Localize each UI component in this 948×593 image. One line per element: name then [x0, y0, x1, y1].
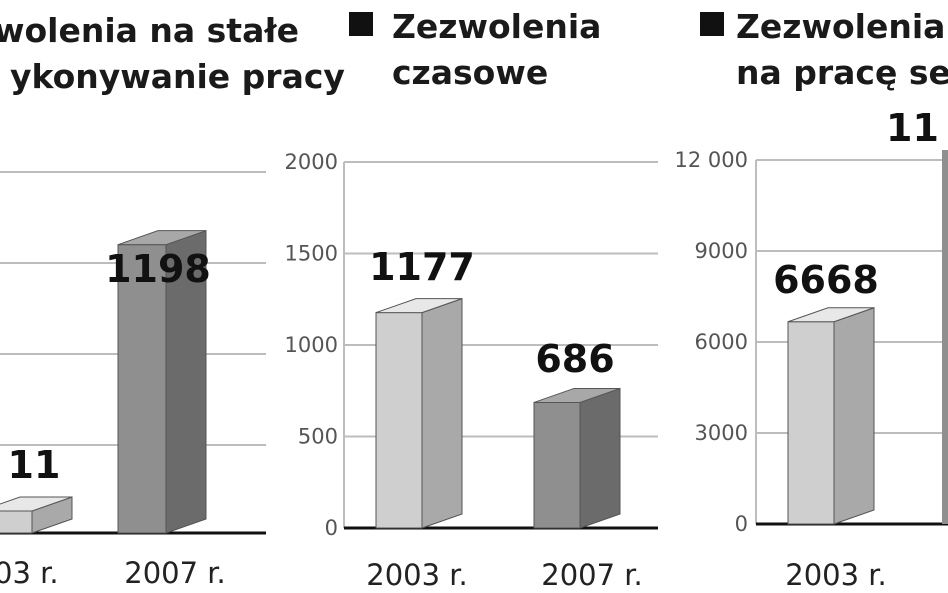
panel2-category-2007: 2007 r.	[541, 558, 643, 592]
bar-2003r-side	[421, 297, 463, 529]
panel2-y-tick-labels: 0 500 1000 1500 2000	[285, 150, 338, 540]
bar-2003r-top	[787, 307, 875, 323]
bar-2007r-front	[533, 401, 581, 529]
bar-2007r-side	[579, 387, 621, 529]
panel3-y-tick-labels: 0 3000 6000 9000 12 000	[675, 148, 748, 536]
panel3-title-line2: na pracę sez	[736, 53, 948, 92]
bar-2003r	[787, 307, 875, 525]
panel3-legend-marker	[700, 12, 724, 36]
panel3-value-label-2007-partial: 11	[886, 106, 939, 150]
panel3-value-label-2003: 6668	[773, 258, 879, 302]
panel1-category-2007: 2007 r.	[124, 556, 226, 590]
bar-2007r-top	[533, 387, 621, 403]
panel2-value-label-2003: 1177	[369, 245, 475, 289]
panel2-legend-marker	[349, 12, 373, 36]
panel-temporary-permits: Zezwolenia czasowe 0 500 1000 1500 2000 1177…	[285, 7, 658, 592]
bar-03r-front	[0, 510, 33, 534]
bar-2007r	[533, 387, 621, 529]
y-tick-label: 2000	[285, 150, 338, 174]
panel2-title-line2: czasowe	[392, 53, 548, 92]
y-tick-label: 9000	[695, 239, 748, 263]
y-tick-label: 3000	[695, 421, 748, 445]
y-tick-label: 0	[325, 516, 338, 540]
y-tick-label: 500	[298, 425, 338, 449]
bar-2003r-top	[375, 298, 463, 314]
y-tick-label: 12 000	[675, 148, 748, 172]
panel2-bars	[375, 297, 621, 529]
panel-permanent-permits: wolenia na stałe ykonywanie pracy 11 119…	[0, 11, 345, 590]
panel2-value-label-2007: 686	[535, 337, 614, 381]
panel3-category-2003: 2003 r.	[785, 558, 887, 592]
y-tick-label: 6000	[695, 330, 748, 354]
bar-03r-top	[0, 496, 73, 512]
panel1-value-label-2003: 11	[8, 443, 61, 487]
panel2-category-2003: 2003 r.	[366, 558, 468, 592]
panel-seasonal-permits: Zezwolenia na pracę sez 11 0 3000 6000 9000…	[675, 7, 948, 592]
bar-2003r-side	[833, 307, 875, 525]
bar-2007r-front	[117, 244, 167, 534]
panel2-title-line1: Zezwolenia	[392, 7, 601, 46]
panel1-bars	[0, 229, 207, 534]
bar-2003r-front	[787, 321, 835, 525]
panel1-value-label-2007: 1198	[105, 247, 211, 291]
y-tick-label: 1500	[285, 242, 338, 266]
bar-03r	[0, 496, 73, 534]
y-tick-label: 0	[735, 512, 748, 536]
panel1-category-2003: 03 r.	[0, 556, 59, 590]
panel3-bars	[787, 150, 948, 525]
bar-2007r	[117, 229, 207, 534]
bar-2007-partial	[942, 150, 948, 524]
panel1-title-line2: ykonywanie pracy	[10, 57, 345, 96]
bar-2003r-front	[375, 312, 423, 529]
y-tick-label: 1000	[285, 333, 338, 357]
panel1-title-line1: wolenia na stałe	[0, 11, 299, 50]
panel3-title-line1: Zezwolenia	[736, 7, 945, 46]
bar-2003r	[375, 297, 463, 529]
bar-2007r-top	[117, 230, 207, 246]
